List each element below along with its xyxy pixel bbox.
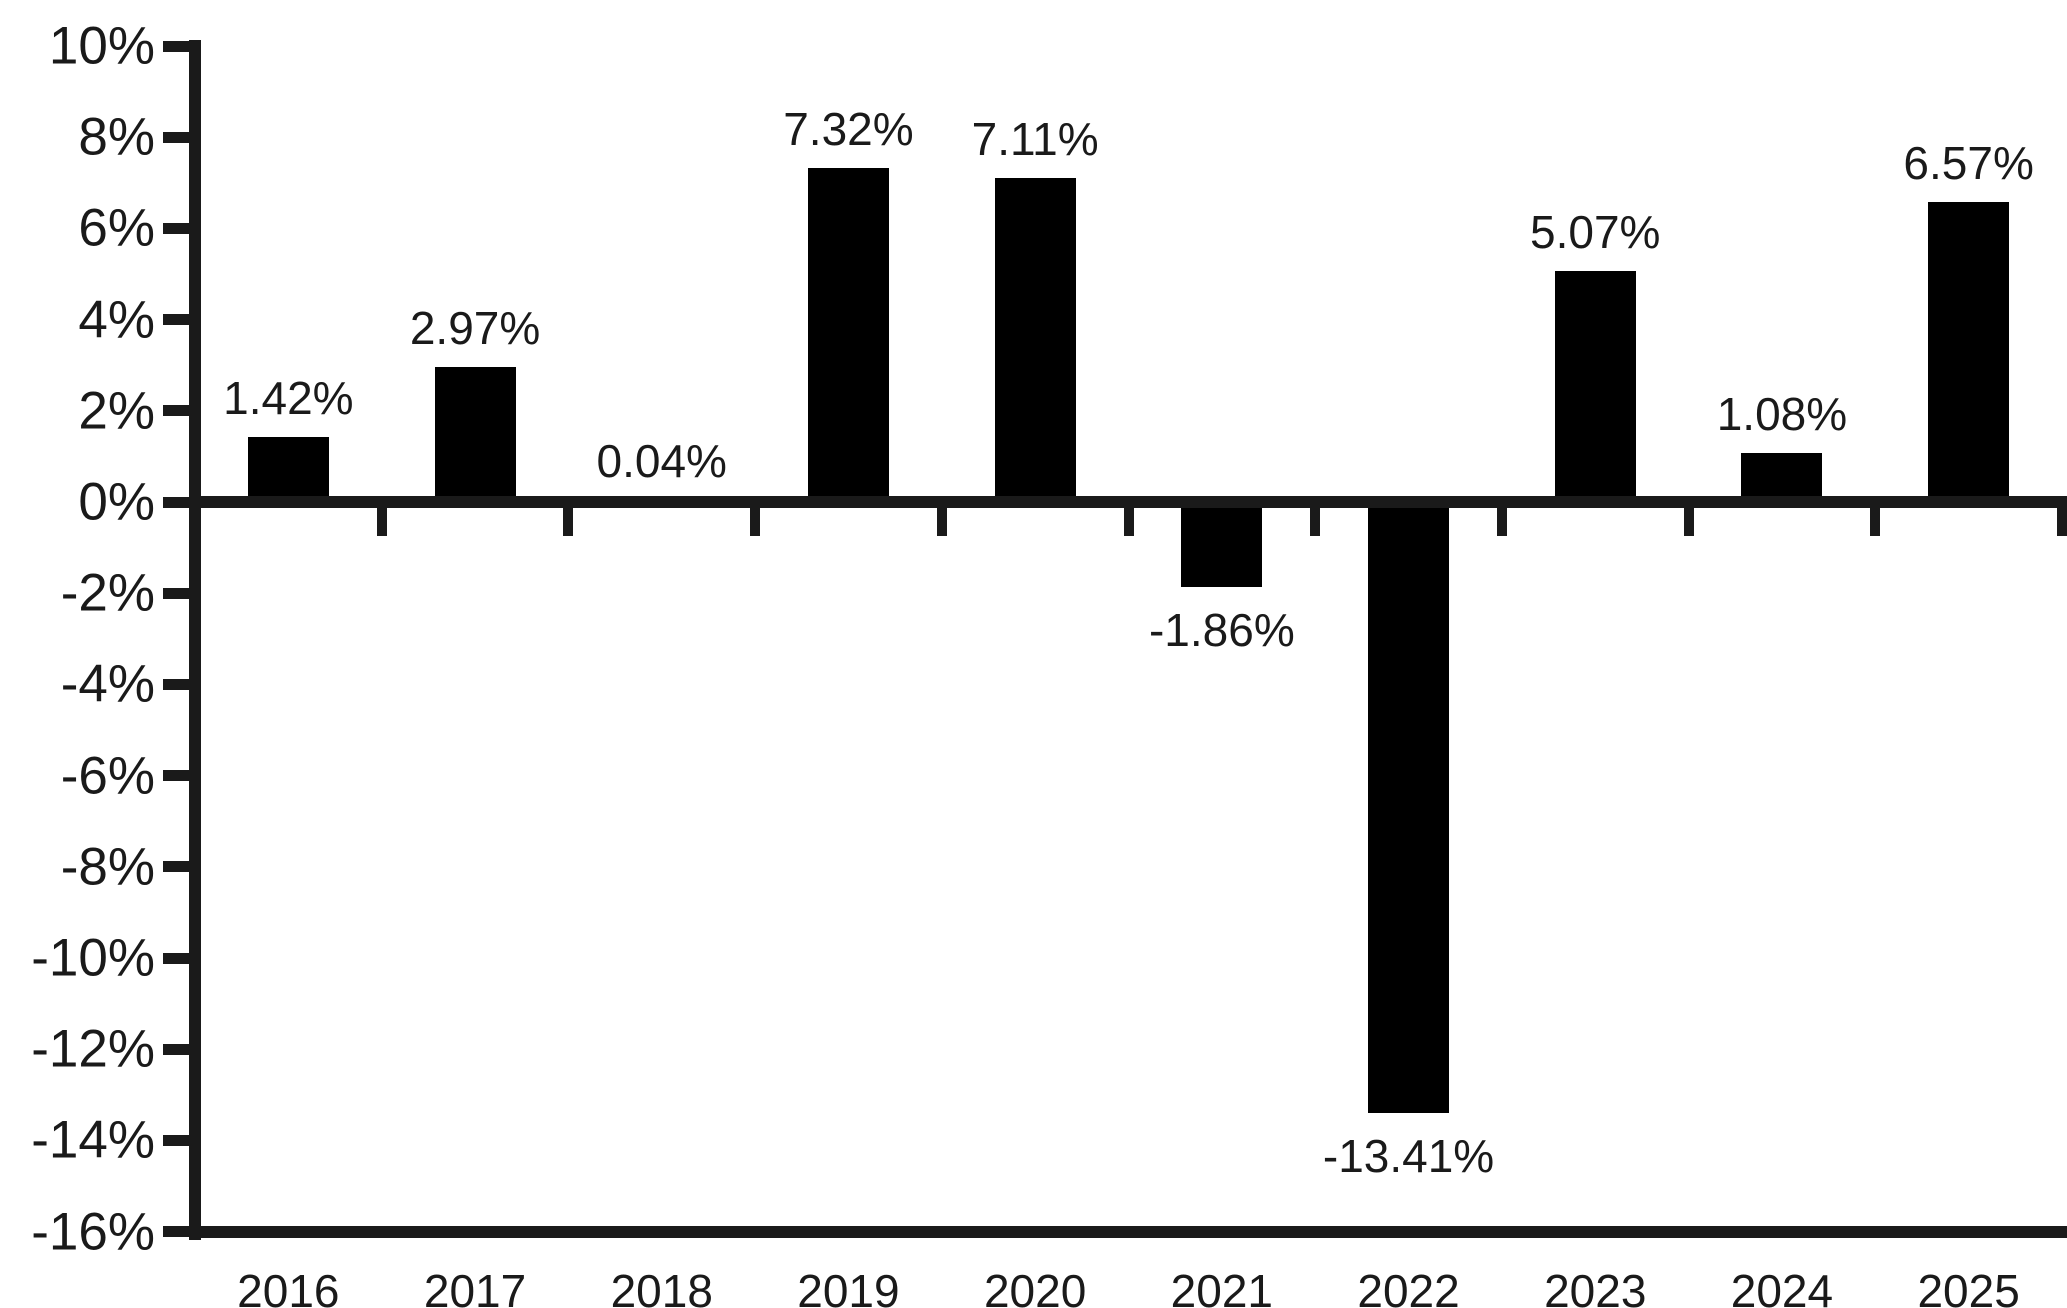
x-axis-label-2021: 2021 bbox=[1170, 1265, 1274, 1308]
x-axis-label-2024: 2024 bbox=[1730, 1265, 1834, 1308]
y-axis-tick bbox=[163, 131, 189, 143]
x-axis-label-2022: 2022 bbox=[1357, 1265, 1460, 1308]
bar-2020 bbox=[994, 177, 1076, 502]
y-axis-tick-label: 2% bbox=[78, 381, 155, 441]
y-axis-tick-label: 6% bbox=[78, 198, 155, 258]
y-axis-tick bbox=[163, 1043, 189, 1055]
y-axis-tick bbox=[163, 314, 189, 326]
y-axis-tick-label: -16% bbox=[31, 1202, 155, 1262]
x-axis-tick bbox=[1310, 508, 1321, 536]
bar-value-label: 7.32% bbox=[783, 103, 914, 156]
x-axis-tick bbox=[563, 508, 574, 536]
bar-2024 bbox=[1741, 452, 1823, 502]
y-axis-tick bbox=[163, 587, 189, 599]
y-axis-tick bbox=[163, 496, 189, 508]
bar-value-label: -1.86% bbox=[1148, 603, 1295, 656]
bar-2022 bbox=[1368, 502, 1450, 1114]
x-axis-label-2019: 2019 bbox=[797, 1265, 900, 1308]
bar-value-label: 1.08% bbox=[1716, 387, 1848, 440]
x-axis-label-2017: 2017 bbox=[423, 1265, 527, 1308]
x-axis-bottom-line bbox=[189, 1225, 2067, 1238]
bar-2017 bbox=[434, 366, 516, 502]
y-axis-tick-label: -4% bbox=[60, 654, 155, 714]
bar-value-label: 6.57% bbox=[1903, 137, 2034, 190]
x-axis-label-2023: 2023 bbox=[1544, 1265, 1647, 1308]
bar-2021 bbox=[1181, 502, 1263, 587]
x-axis-tick bbox=[936, 508, 947, 536]
x-axis-tick bbox=[1123, 508, 1134, 536]
bar-value-label: -13.41% bbox=[1322, 1130, 1495, 1183]
y-axis-tick bbox=[163, 40, 189, 52]
y-axis-tick bbox=[163, 952, 189, 964]
y-axis-tick bbox=[163, 1134, 189, 1146]
zero-line bbox=[189, 496, 2067, 508]
y-axis-tick bbox=[163, 678, 189, 690]
y-axis-tick bbox=[163, 405, 189, 417]
y-axis-tick-label: -14% bbox=[31, 1110, 155, 1170]
y-axis-tick-label: -10% bbox=[31, 928, 155, 988]
bar-2019 bbox=[807, 168, 889, 502]
y-axis-tick-label: -8% bbox=[60, 837, 155, 897]
bar-value-label: 2.97% bbox=[409, 301, 541, 354]
y-axis-tick-label: 8% bbox=[78, 107, 155, 167]
y-axis-spine bbox=[189, 40, 201, 1240]
bar-value-label: 0.04% bbox=[596, 435, 727, 488]
y-axis-tick-label: -12% bbox=[31, 1019, 155, 1079]
y-axis-tick-label: -2% bbox=[60, 563, 155, 623]
y-axis-tick-label: 10% bbox=[48, 16, 155, 76]
x-axis-label-2025: 2025 bbox=[1917, 1265, 2020, 1308]
bar-2025 bbox=[1928, 202, 2010, 502]
y-axis-tick bbox=[163, 222, 189, 234]
y-axis-tick-label: 0% bbox=[78, 472, 155, 532]
x-axis-label-2020: 2020 bbox=[983, 1265, 1087, 1308]
y-axis-tick-label: 4% bbox=[78, 290, 155, 350]
bar-2016 bbox=[247, 437, 329, 502]
y-axis-tick-label: -6% bbox=[60, 746, 155, 806]
bar-value-label: 1.42% bbox=[223, 372, 354, 425]
x-axis-label-2016: 2016 bbox=[237, 1265, 340, 1308]
x-axis-tick bbox=[376, 508, 387, 536]
x-axis-tick bbox=[1870, 508, 1881, 536]
bar-2023 bbox=[1554, 270, 1636, 502]
y-axis-tick bbox=[163, 770, 189, 782]
bar-value-label: 5.07% bbox=[1530, 205, 1661, 258]
bar-value-label: 7.11% bbox=[971, 112, 1099, 165]
x-axis-tick bbox=[750, 508, 761, 536]
x-axis-tick bbox=[2057, 508, 2067, 536]
x-axis-tick bbox=[1496, 508, 1507, 536]
y-axis-tick bbox=[163, 861, 189, 873]
y-axis-tick bbox=[163, 1226, 189, 1238]
x-axis-label-2018: 2018 bbox=[610, 1265, 713, 1308]
x-axis-tick bbox=[1683, 508, 1694, 536]
